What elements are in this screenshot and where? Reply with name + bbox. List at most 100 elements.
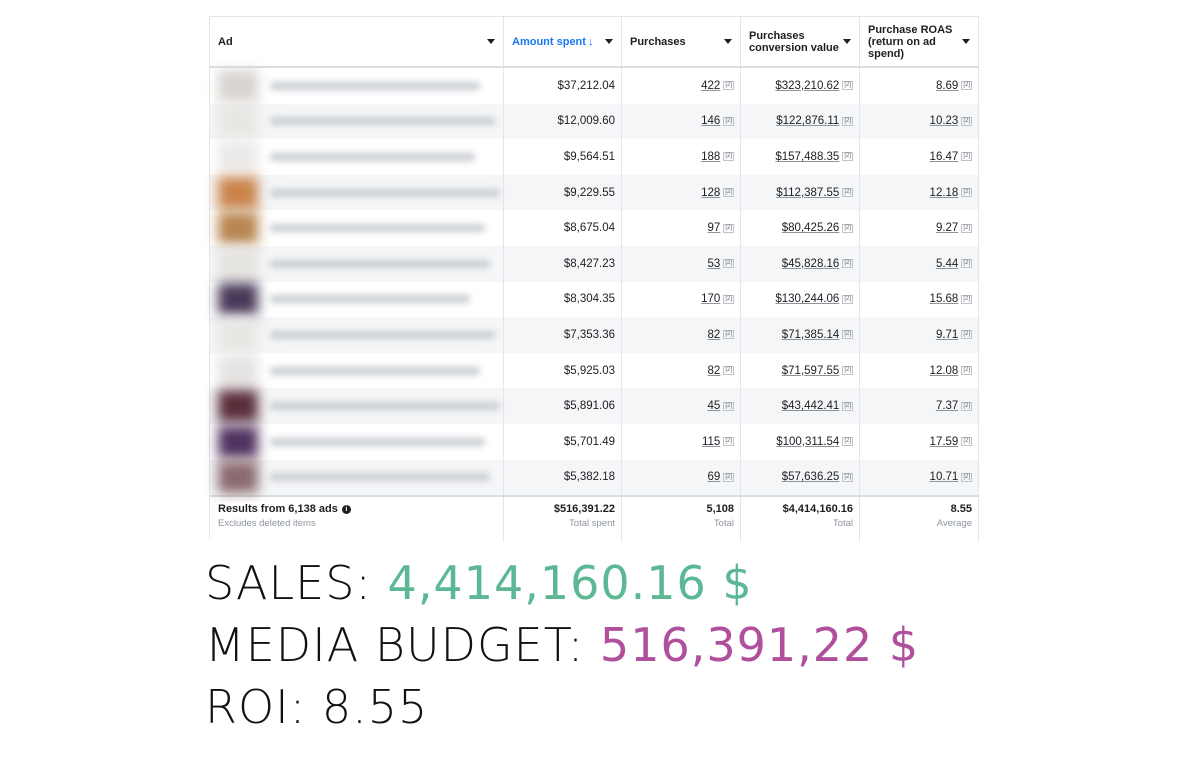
amount-spent-value: $5,701.49 [563,435,615,448]
footnote-marker: [2] [842,401,853,411]
footnote-marker: [2] [842,152,853,162]
ad-thumbnail [218,425,258,458]
purchases-value[interactable]: 53 [707,257,721,270]
column-header-conversion-value[interactable]: Purchases conversion value [741,17,860,66]
purchases-value[interactable]: 170 [701,293,721,306]
total-spent-label: Total spent [569,518,615,530]
table-row[interactable]: $8,675.04 97 [2] $80,425.26 [2] 9.27 [2] [210,210,979,246]
ad-cell[interactable] [210,103,504,140]
conversion-value-value[interactable]: $100,311.54 [776,435,840,448]
purchases-value[interactable]: 128 [701,186,721,199]
footer-total-value: $4,414,160.16 Total [741,497,860,543]
purchases-value[interactable]: 82 [707,364,721,377]
table-row[interactable]: $8,427.23 53 [2] $45,828.16 [2] 5.44 [2] [210,245,979,282]
conversion-value-value[interactable]: $80,425.26 [781,222,840,235]
ad-cell[interactable] [210,317,504,353]
chevron-down-icon[interactable] [605,39,613,44]
ad-cell[interactable] [210,459,504,496]
roas-value[interactable]: 5.44 [935,257,959,270]
column-header-amount-spent-label: Amount spent [512,35,586,48]
purchases-value[interactable]: 188 [701,150,721,163]
roas-cell: 10.71 [2] [860,459,979,496]
ad-thumbnail [218,176,258,209]
roas-value[interactable]: 15.68 [929,293,959,306]
footnote-marker: [2] [961,152,972,162]
roas-cell: 9.27 [2] [860,210,979,246]
table-row[interactable]: $5,925.03 82 [2] $71,597.55 [2] 12.08 [2] [210,352,979,389]
table-row[interactable]: $8,304.35 170 [2] $130,244.06 [2] 15.68 [2] [210,281,979,318]
chevron-down-icon[interactable] [487,39,495,44]
table-row[interactable]: $7,353.36 82 [2] $71,385.14 [2] 9.71 [2] [210,317,979,353]
footnote-marker: [2] [842,81,853,91]
ad-cell[interactable] [210,210,504,246]
purchases-cell: 82 [2] [622,352,741,389]
ad-cell[interactable] [210,388,504,424]
table-row[interactable]: $9,564.51 188 [2] $157,488.35 [2] 16.47 [2] [210,139,979,175]
purchases-value[interactable]: 422 [701,79,721,92]
purchases-value[interactable]: 146 [701,115,721,128]
ad-cell[interactable] [210,423,504,460]
total-value-value: $4,414,160.16 [782,503,853,516]
roas-cell: 10.23 [2] [860,103,979,140]
conversion-value-value[interactable]: $43,442.41 [781,400,840,413]
ad-cell[interactable] [210,245,504,282]
ad-cell[interactable] [210,139,504,175]
amount-spent-cell: $5,891.06 [504,388,622,424]
conversion-value-cell: $157,488.35 [2] [741,139,860,175]
column-header-roas[interactable]: Purchase ROAS (return on ad spend) [860,17,979,66]
conversion-value-value[interactable]: $71,385.14 [781,328,840,341]
conversion-value-value[interactable]: $71,597.55 [781,364,840,377]
ad-name-redacted [270,437,485,446]
total-value-label: Total [832,518,853,530]
budget-line: MEDIA BUDGET: 516,391,22 $ [205,614,919,676]
conversion-value-value[interactable]: $57,636.25 [781,471,840,484]
table-row[interactable]: $37,212.04 422 [2] $323,210.62 [2] 8.69 [2] [210,68,979,104]
conversion-value-value[interactable]: $112,387.55 [776,186,840,199]
footnote-marker: [2] [723,116,734,126]
column-header-roas-line2: (return on ad [868,35,936,48]
roas-value[interactable]: 9.71 [935,328,959,341]
footnote-marker: [2] [961,81,972,91]
column-header-ad[interactable]: Ad [210,17,504,66]
info-icon[interactable]: i [341,504,351,514]
sales-line: SALES: 4,414,160.16 $ [205,552,919,614]
roas-value[interactable]: 10.71 [929,471,959,484]
purchases-value[interactable]: 97 [707,222,721,235]
chevron-down-icon[interactable] [962,39,970,44]
roas-value[interactable]: 9.27 [935,222,959,235]
roas-value[interactable]: 12.18 [929,186,959,199]
conversion-value-value[interactable]: $157,488.35 [775,150,840,163]
roas-value[interactable]: 17.59 [929,435,959,448]
purchases-cell: 53 [2] [622,245,741,282]
table-row[interactable]: $5,891.06 45 [2] $43,442.41 [2] 7.37 [2] [210,388,979,424]
sort-down-icon: ↓ [587,35,594,48]
purchases-value[interactable]: 69 [707,471,721,484]
conversion-value-value[interactable]: $45,828.16 [781,257,840,270]
table-row[interactable]: $12,009.60 146 [2] $122,876.11 [2] 10.23 [2] [210,103,979,140]
amount-spent-cell: $12,009.60 [504,103,622,140]
conversion-value-value[interactable]: $130,244.06 [775,293,840,306]
table-row[interactable]: $9,229.55 128 [2] $112,387.55 [2] 12.18 [2] [210,174,979,211]
chevron-down-icon[interactable] [724,39,732,44]
roas-value[interactable]: 12.08 [929,364,959,377]
table-row[interactable]: $5,382.18 69 [2] $57,636.25 [2] 10.71 [2] [210,459,979,496]
purchases-value[interactable]: 45 [707,400,721,413]
column-header-purchases[interactable]: Purchases [622,17,741,66]
purchases-value[interactable]: 82 [707,328,721,341]
column-header-amount-spent[interactable]: Amount spent ↓ [504,17,622,66]
table-row[interactable]: $5,701.49 115 [2] $100,311.54 [2] 17.59 [2] [210,423,979,460]
roas-value[interactable]: 7.37 [935,400,959,413]
roas-value[interactable]: 16.47 [929,150,959,163]
roas-value[interactable]: 8.69 [935,79,959,92]
ad-cell[interactable] [210,352,504,389]
ad-cell[interactable] [210,281,504,318]
roas-value[interactable]: 10.23 [929,115,959,128]
chevron-down-icon[interactable] [843,39,851,44]
footnote-marker: [2] [723,81,734,91]
amount-spent-value: $9,229.55 [563,186,615,199]
conversion-value-value[interactable]: $323,210.62 [775,79,840,92]
purchases-value[interactable]: 115 [701,435,721,448]
ad-cell[interactable] [210,68,504,104]
ad-cell[interactable] [210,174,504,211]
conversion-value-value[interactable]: $122,876.11 [776,115,840,128]
